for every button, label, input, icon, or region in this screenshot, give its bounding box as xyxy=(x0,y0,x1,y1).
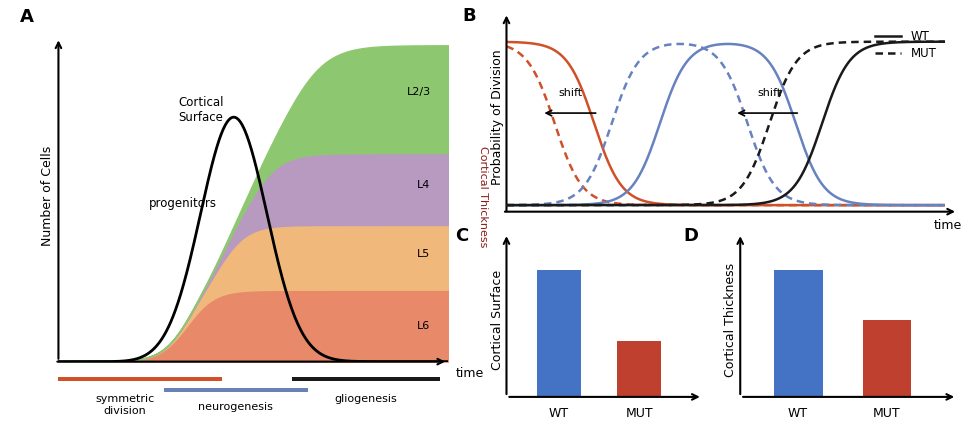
Text: B: B xyxy=(463,7,476,25)
Legend: WT, MUT: WT, MUT xyxy=(873,28,939,62)
Y-axis label: Cortical Thickness: Cortical Thickness xyxy=(725,263,737,377)
Text: time: time xyxy=(456,366,484,380)
Text: C: C xyxy=(455,227,468,245)
Text: neurogenesis: neurogenesis xyxy=(199,402,273,412)
Bar xyxy=(292,377,440,381)
Text: L4: L4 xyxy=(417,180,431,191)
Y-axis label: Number of Cells: Number of Cells xyxy=(41,146,55,247)
Bar xyxy=(773,270,822,397)
Y-axis label: Probability of Division: Probability of Division xyxy=(491,49,504,185)
Bar xyxy=(618,341,661,397)
Text: time: time xyxy=(934,219,962,232)
Text: progenitors: progenitors xyxy=(149,197,217,210)
Text: D: D xyxy=(683,227,698,245)
Text: L5: L5 xyxy=(417,249,431,259)
Y-axis label: Cortical Surface: Cortical Surface xyxy=(491,269,504,370)
Text: symmetric
division: symmetric division xyxy=(95,394,154,415)
Text: Cortical
Surface: Cortical Surface xyxy=(178,96,223,123)
Text: gliogenesis: gliogenesis xyxy=(335,394,397,404)
Bar xyxy=(58,377,222,381)
Bar xyxy=(537,270,581,397)
Text: shift: shift xyxy=(558,88,582,98)
Text: L2/3: L2/3 xyxy=(406,87,431,97)
Text: A: A xyxy=(19,7,33,26)
Bar xyxy=(863,320,912,397)
Text: L6: L6 xyxy=(417,321,431,331)
Bar xyxy=(164,388,308,392)
Text: Cortical Thickness: Cortical Thickness xyxy=(478,146,488,247)
Text: shift: shift xyxy=(758,88,781,98)
